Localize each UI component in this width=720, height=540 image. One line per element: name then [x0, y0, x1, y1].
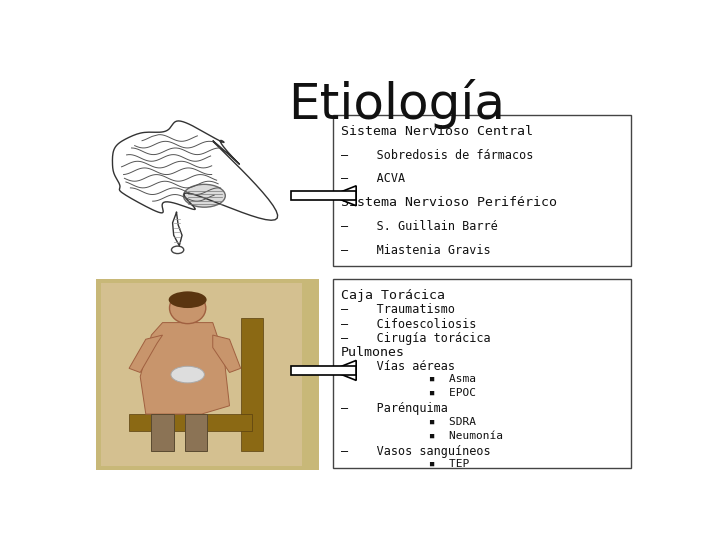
FancyBboxPatch shape	[291, 366, 356, 375]
Text: –    Cirugía torácica: – Cirugía torácica	[341, 332, 491, 345]
Polygon shape	[331, 360, 356, 380]
Ellipse shape	[169, 293, 206, 323]
FancyBboxPatch shape	[333, 279, 631, 468]
Ellipse shape	[171, 366, 204, 383]
Polygon shape	[213, 335, 240, 373]
Text: –    S. Guillain Barré: – S. Guillain Barré	[341, 220, 498, 233]
Ellipse shape	[168, 292, 207, 308]
FancyBboxPatch shape	[129, 414, 252, 431]
Text: –    Sobredosis de fármacos: – Sobredosis de fármacos	[341, 149, 534, 162]
FancyBboxPatch shape	[291, 191, 356, 200]
Text: ▪  SDRA: ▪ SDRA	[341, 416, 476, 427]
Text: Sistema Nervioso Periférico: Sistema Nervioso Periférico	[341, 196, 557, 209]
FancyBboxPatch shape	[240, 319, 263, 451]
Text: ▪  Asma: ▪ Asma	[341, 374, 476, 384]
Text: Sistema Nervioso Central: Sistema Nervioso Central	[341, 125, 533, 138]
Text: Etiología: Etiología	[289, 79, 505, 130]
Text: –    Traumatismo: – Traumatismo	[341, 303, 455, 316]
Polygon shape	[129, 335, 163, 373]
Ellipse shape	[184, 184, 225, 207]
Ellipse shape	[171, 246, 184, 254]
Text: ▪  TEP: ▪ TEP	[341, 459, 469, 469]
Text: –    Cifoescoliosis: – Cifoescoliosis	[341, 318, 477, 330]
Text: –    Vías aéreas: – Vías aéreas	[341, 360, 455, 373]
Polygon shape	[173, 212, 182, 246]
Text: ▪  Neumonía: ▪ Neumonía	[341, 431, 503, 441]
Text: ▪  EPOC: ▪ EPOC	[341, 388, 476, 399]
Polygon shape	[140, 322, 230, 414]
Text: –    ACVA: – ACVA	[341, 172, 405, 186]
Text: Caja Torácica: Caja Torácica	[341, 289, 445, 302]
Text: Pulmones: Pulmones	[341, 346, 405, 359]
FancyBboxPatch shape	[96, 279, 319, 470]
Text: –    Miastenia Gravis: – Miastenia Gravis	[341, 244, 491, 256]
Polygon shape	[112, 121, 278, 220]
FancyBboxPatch shape	[333, 114, 631, 266]
Polygon shape	[185, 414, 207, 451]
FancyBboxPatch shape	[96, 82, 319, 273]
Polygon shape	[151, 414, 174, 451]
Polygon shape	[331, 186, 356, 206]
FancyBboxPatch shape	[101, 283, 302, 466]
Text: –    Vasos sanguíneos: – Vasos sanguíneos	[341, 445, 491, 458]
Text: –    Parénquima: – Parénquima	[341, 402, 448, 415]
